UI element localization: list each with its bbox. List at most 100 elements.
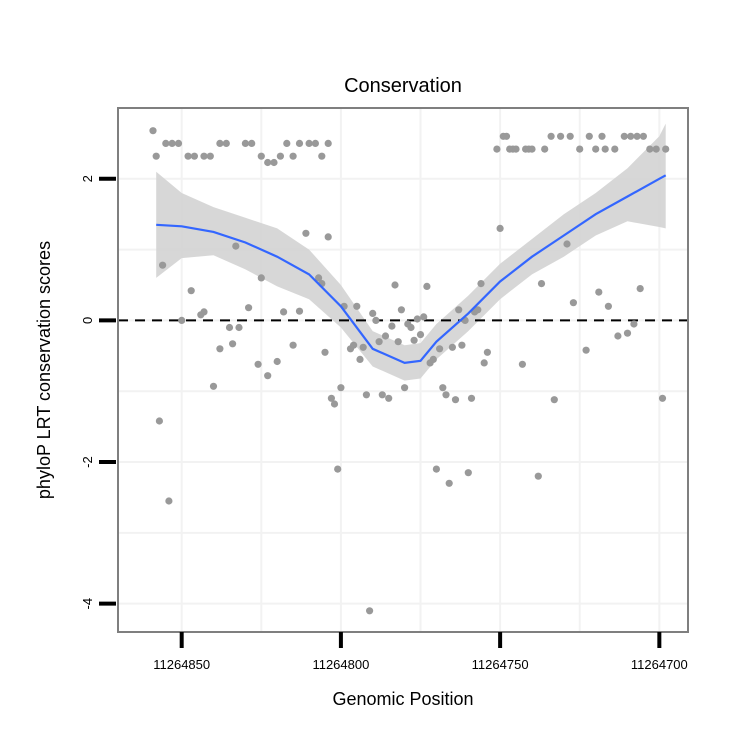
data-point <box>595 288 603 296</box>
data-point <box>407 323 415 332</box>
x-tick-label: 11264700 <box>631 657 688 672</box>
data-point <box>627 132 635 140</box>
data-point <box>557 132 565 140</box>
data-point <box>432 465 440 473</box>
data-point <box>229 340 237 348</box>
data-point <box>601 145 609 153</box>
data-point <box>273 357 281 366</box>
data-point <box>187 287 195 295</box>
data-point <box>305 139 313 147</box>
data-point <box>289 341 297 349</box>
data-point <box>448 343 456 351</box>
data-point <box>280 308 288 316</box>
data-point <box>483 348 491 356</box>
data-point <box>646 145 654 153</box>
data-point <box>184 152 192 160</box>
data-point <box>528 145 536 153</box>
data-point <box>442 391 450 399</box>
data-point <box>547 132 555 140</box>
data-point <box>190 152 198 160</box>
data-point <box>315 274 323 282</box>
data-point <box>410 336 418 344</box>
data-point <box>200 308 208 316</box>
data-point <box>464 469 472 477</box>
data-point <box>222 139 230 147</box>
data-point <box>662 145 670 153</box>
y-tick-label: -2 <box>80 456 95 468</box>
data-point <box>225 323 234 332</box>
data-point <box>178 316 186 324</box>
data-point <box>324 233 332 241</box>
data-point <box>353 302 361 310</box>
data-point <box>455 306 463 314</box>
data-point <box>413 315 421 323</box>
data-point <box>159 261 167 269</box>
data-point <box>324 139 332 147</box>
data-point <box>152 152 160 160</box>
data-point <box>388 322 396 330</box>
x-tick-label: 11264850 <box>153 657 210 672</box>
data-point <box>350 341 358 349</box>
data-point <box>216 139 224 147</box>
data-point <box>264 158 272 167</box>
data-point <box>381 332 390 340</box>
data-point <box>623 329 632 337</box>
data-point <box>174 139 183 147</box>
data-point <box>534 472 542 480</box>
data-point <box>566 132 574 140</box>
confidence-band <box>156 123 666 381</box>
axis-ticks: 11264850 11264800 11264750 11264700 2 0 -2 -4 <box>80 175 688 672</box>
data-point <box>451 396 460 404</box>
scatter-points <box>149 127 670 615</box>
data-point <box>569 299 578 307</box>
data-point <box>436 345 444 353</box>
data-point <box>155 417 163 425</box>
data-point <box>302 229 310 237</box>
y-tick-label: 0 <box>80 317 95 324</box>
chart-title: Conservation <box>344 75 462 97</box>
data-point <box>276 152 284 160</box>
data-point <box>235 323 243 332</box>
data-point <box>232 242 240 250</box>
data-point <box>576 145 584 153</box>
data-point <box>248 139 256 147</box>
panel-border <box>117 107 689 633</box>
data-point <box>598 132 606 140</box>
x-axis-label: Genomic Position <box>332 689 473 709</box>
y-axis-label: phyloP LRT conservation scores <box>34 241 54 499</box>
data-point <box>439 384 447 392</box>
data-point <box>375 338 383 346</box>
data-point <box>209 382 218 390</box>
data-point <box>423 282 431 290</box>
data-point <box>254 360 262 368</box>
data-point <box>372 316 380 324</box>
data-point <box>257 152 265 160</box>
data-point <box>652 145 660 153</box>
data-point <box>496 224 504 232</box>
data-point <box>429 355 437 363</box>
data-point <box>467 394 476 402</box>
data-point <box>385 394 393 402</box>
data-point <box>356 355 364 363</box>
data-point <box>592 145 600 153</box>
data-point <box>165 497 173 505</box>
data-point <box>391 281 399 289</box>
data-point <box>420 313 428 321</box>
data-point <box>416 331 425 339</box>
data-point <box>604 302 613 310</box>
data-point <box>362 391 370 399</box>
data-point <box>330 400 339 408</box>
data-point <box>241 139 249 147</box>
data-point <box>620 132 628 140</box>
data-point <box>366 607 374 615</box>
data-point <box>541 145 549 153</box>
data-point <box>206 152 214 160</box>
data-point <box>359 343 367 351</box>
data-point <box>378 391 386 399</box>
data-point <box>327 394 335 402</box>
smooth-line-layer <box>156 174 667 365</box>
data-point <box>295 139 304 147</box>
data-point <box>474 306 482 314</box>
data-point <box>149 127 157 135</box>
